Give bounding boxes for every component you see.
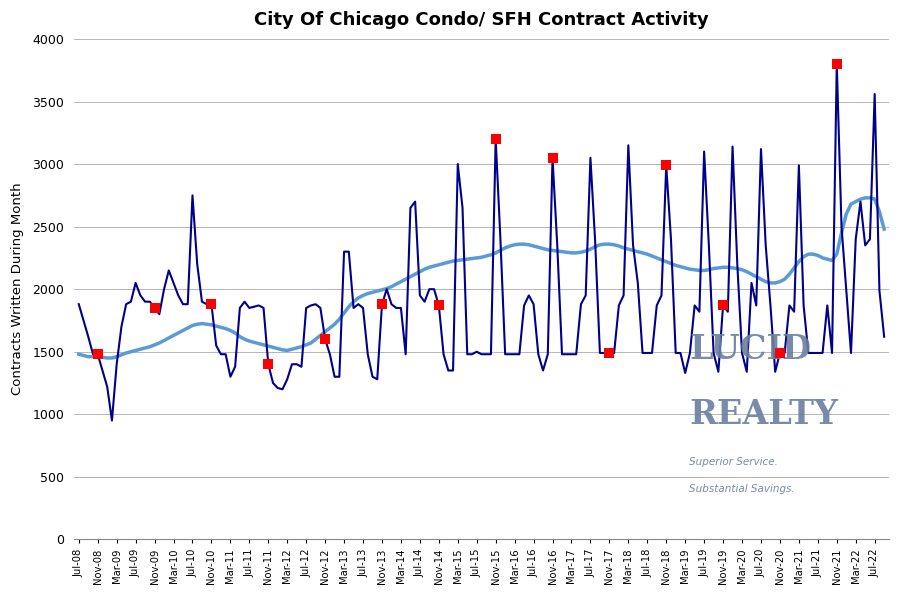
Point: [261, 359, 275, 369]
Y-axis label: Contracts Written During Month: Contracts Written During Month: [11, 183, 24, 396]
Point: [91, 349, 105, 359]
Point: [204, 299, 219, 309]
Point: [716, 300, 730, 310]
Point: [432, 300, 446, 310]
Text: REALTY: REALTY: [689, 398, 838, 431]
Text: Superior Service.: Superior Service.: [689, 457, 778, 467]
Point: [148, 303, 162, 313]
Point: [830, 60, 844, 69]
Text: Substantial Savings.: Substantial Savings.: [689, 484, 795, 494]
Point: [773, 348, 788, 358]
Text: LUCID: LUCID: [689, 333, 811, 366]
Point: [489, 134, 503, 144]
Point: [659, 161, 673, 170]
Point: [602, 348, 616, 358]
Point: [545, 153, 560, 162]
Title: City Of Chicago Condo/ SFH Contract Activity: City Of Chicago Condo/ SFH Contract Acti…: [254, 11, 709, 29]
Point: [318, 334, 332, 344]
Point: [374, 299, 389, 309]
